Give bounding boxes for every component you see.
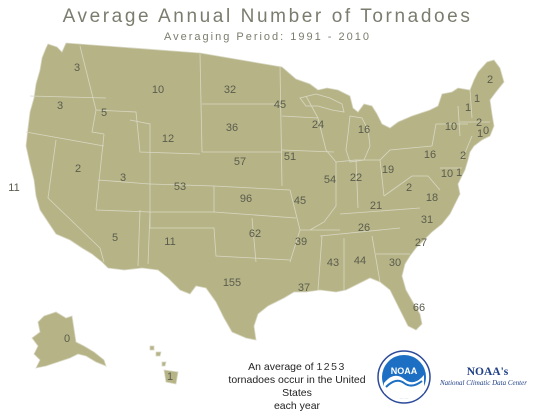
state-label-mi: 16 bbox=[358, 124, 370, 136]
state-label-mo: 45 bbox=[294, 195, 306, 207]
state-label-ia: 51 bbox=[284, 151, 296, 163]
state-label-ok: 62 bbox=[249, 228, 261, 240]
footer-total: 1253 bbox=[316, 361, 346, 373]
state-label-md: 10 bbox=[441, 168, 453, 180]
state-label-oh: 19 bbox=[382, 164, 394, 176]
state-label-nc: 31 bbox=[421, 214, 433, 226]
state-label-ne: 57 bbox=[234, 156, 246, 168]
footer-line2: tornadoes occur in the United States bbox=[228, 374, 366, 399]
state-label-ri: 0 bbox=[483, 125, 489, 137]
state-label-al: 44 bbox=[354, 255, 366, 267]
noaa-emblem-text: NOAA bbox=[391, 366, 418, 376]
state-label-la: 37 bbox=[298, 282, 310, 294]
state-label-fl: 66 bbox=[413, 302, 425, 314]
state-label-ny: 10 bbox=[445, 121, 457, 133]
state-label-mt: 10 bbox=[152, 84, 164, 96]
state-label-ar: 39 bbox=[295, 236, 307, 248]
state-label-nm: 11 bbox=[164, 236, 175, 248]
footer-prefix: An average of bbox=[248, 361, 314, 373]
map-subtitle: Averaging Period: 1991 - 2010 bbox=[163, 31, 371, 43]
footer-line3: each year bbox=[273, 400, 321, 412]
state-label-nh: 1 bbox=[474, 93, 480, 105]
hawaii-islands bbox=[149, 345, 179, 385]
state-label-wa: 3 bbox=[74, 62, 80, 74]
state-label-vt: 1 bbox=[465, 102, 471, 114]
state-borders bbox=[25, 45, 490, 291]
state-label-id: 5 bbox=[101, 107, 107, 119]
noaa-center: National Climatic Data Center bbox=[440, 379, 527, 387]
state-label-sd: 36 bbox=[226, 122, 238, 134]
michigan-upper-peninsula bbox=[299, 93, 345, 113]
state-label-va: 18 bbox=[426, 192, 438, 204]
alaska-landmass bbox=[31, 311, 107, 369]
state-label-ky: 21 bbox=[370, 200, 382, 212]
noaa-name: NOAA's bbox=[466, 366, 509, 378]
state-label-hi: 1 bbox=[167, 371, 173, 383]
state-label-az: 5 bbox=[112, 232, 118, 244]
state-label-ca: 11 bbox=[8, 182, 19, 194]
state-label-ma: 2 bbox=[476, 117, 482, 129]
state-label-de: 1 bbox=[456, 167, 462, 179]
contiguous-us-landmass bbox=[25, 42, 505, 341]
state-label-ks: 96 bbox=[240, 193, 252, 205]
state-label-ut: 3 bbox=[120, 172, 126, 184]
state-label-mn: 45 bbox=[274, 99, 286, 111]
state-label-tx: 155 bbox=[223, 277, 241, 289]
state-label-tn: 26 bbox=[358, 222, 370, 234]
state-label-wy: 12 bbox=[162, 133, 174, 145]
state-label-nd: 32 bbox=[224, 84, 236, 96]
state-label-wv: 2 bbox=[406, 182, 412, 194]
state-label-in: 22 bbox=[350, 172, 362, 184]
map-title: Average Annual Number of Tornadoes bbox=[62, 6, 473, 27]
noaa-logo: NOAA bbox=[377, 350, 431, 404]
state-label-sc: 27 bbox=[415, 237, 427, 249]
state-label-ms: 43 bbox=[327, 257, 339, 269]
state-label-nj: 2 bbox=[460, 150, 466, 162]
state-label-or: 3 bbox=[57, 100, 63, 112]
footer-caption: An average of 1253 tornadoes occur in th… bbox=[222, 361, 372, 413]
state-label-ga: 30 bbox=[389, 257, 401, 269]
state-label-il: 54 bbox=[324, 174, 336, 186]
state-label-co: 53 bbox=[174, 181, 186, 193]
state-label-ct: 1 bbox=[477, 128, 483, 140]
noaa-text-block: NOAA's National Climatic Data Center bbox=[440, 366, 535, 387]
state-label-nv: 2 bbox=[75, 163, 81, 175]
state-label-ak: 0 bbox=[64, 333, 70, 345]
state-label-pa: 16 bbox=[424, 149, 436, 161]
state-label-wi: 24 bbox=[312, 119, 324, 131]
state-label-me: 2 bbox=[487, 74, 493, 86]
